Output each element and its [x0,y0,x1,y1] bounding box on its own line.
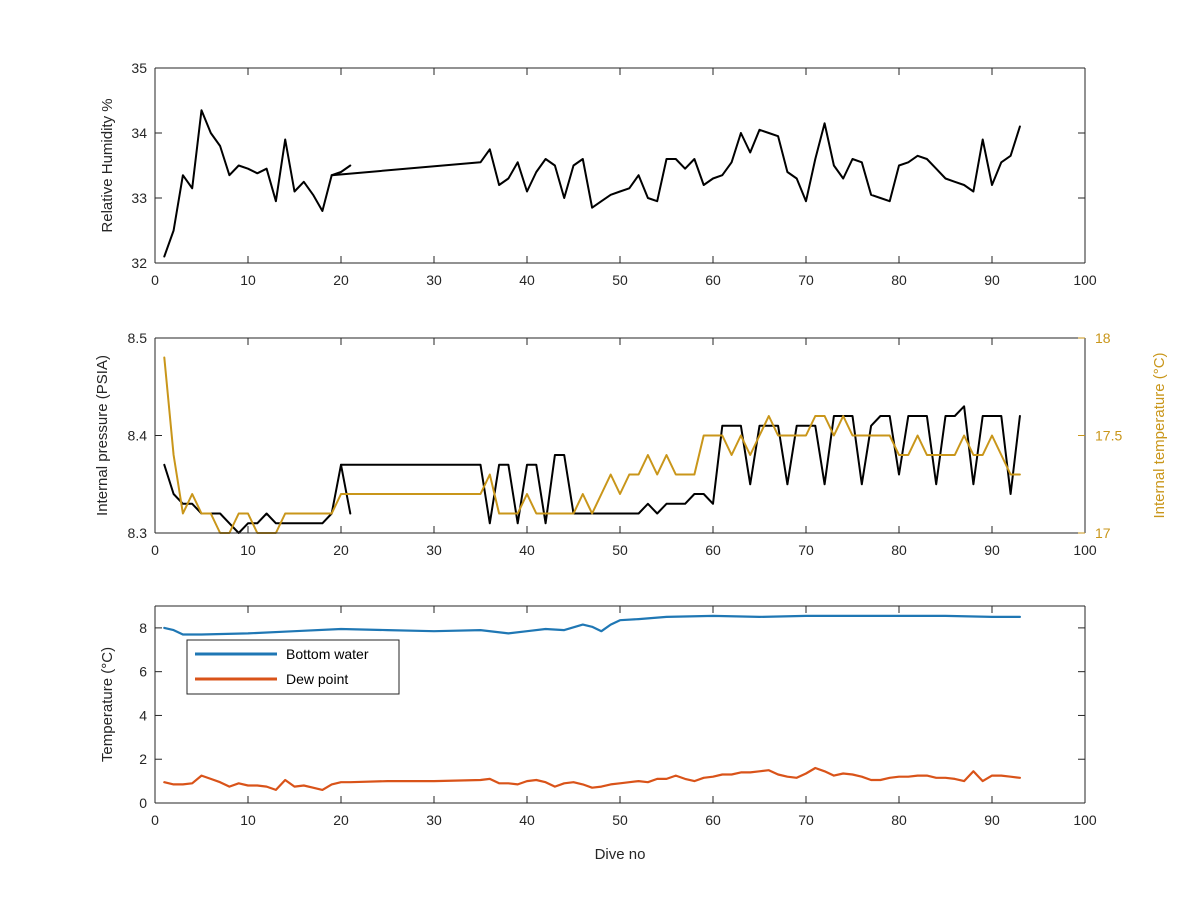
y2-tick-label: 17.5 [1095,428,1122,444]
x-tick-label: 20 [333,272,349,288]
x-tick-label: 80 [891,542,907,558]
x-tick-label: 10 [240,272,256,288]
series-line-segment [163,766,1021,791]
series-line-segment [340,405,1021,525]
y-tick-label: 4 [139,707,147,723]
x-tick-label: 90 [984,812,1000,828]
x-tick-label: 20 [333,542,349,558]
y-tick-label: 2 [139,751,147,767]
x-tick-label: 90 [984,542,1000,558]
y-tick-label: 6 [139,664,147,680]
x-tick-label: 10 [240,542,256,558]
humidity-panel: 0 10 20 30 40 50 60 70 80 90 100 32 33 34 35 Relative H… [99,60,1097,288]
series-0-series [163,405,1021,534]
series-1-series [163,356,1021,534]
y-tick-label: 35 [131,60,147,76]
x-tick-label: 90 [984,272,1000,288]
x-tick-label: 0 [151,272,159,288]
x-tick-label: 40 [519,812,535,828]
x-tick-label: 60 [705,272,721,288]
y-tick-label: 8 [139,620,147,636]
x-tick-label: 0 [151,542,159,558]
pressure-temperature-panel: 0 10 20 30 40 50 60 70 80 90 100 8.3 8.4 8.5 17 17.5 18 I… [94,330,1168,558]
legend-label: Bottom water [286,646,369,662]
y2-tick-label: 18 [1095,330,1111,346]
x-tick-label: 0 [151,812,159,828]
axes-box [154,337,1086,534]
y-axis-label: Relative Humidity % [99,98,116,232]
x-tick-label: 50 [612,542,628,558]
x-tick-label: 70 [798,542,814,558]
x-tick-label: 40 [519,542,535,558]
legend-box [186,639,400,695]
x-tick-label: 40 [519,272,535,288]
bottom-water-series [163,614,1021,636]
series-line-segment [163,356,1021,534]
x-tick-label: 30 [426,542,442,558]
x-tick-label: 60 [705,542,721,558]
legend-label: Dew point [286,671,348,687]
x-tick-label: 70 [798,272,814,288]
y-axis-label: Internal pressure (PSIA) [94,355,111,516]
y2-tick-label: 17 [1095,525,1111,541]
x-tick-label: 100 [1073,542,1097,558]
y2-axis-label: Internal temperature (°C) [1151,352,1168,518]
x-tick-label: 100 [1073,272,1097,288]
y-tick-label: 8.5 [128,330,148,346]
x-tick-label: 10 [240,812,256,828]
y-axis-label: Temperature (°C) [99,647,116,762]
x-tick-label: 70 [798,812,814,828]
x-tick-label: 30 [426,272,442,288]
y-tick-label: 0 [139,795,147,811]
series-line-segment [163,463,352,534]
series-line-segment [330,122,1021,209]
x-tick-label: 50 [612,812,628,828]
x-tick-label: 80 [891,812,907,828]
series-line-segment [163,109,352,258]
x-tick-label: 20 [333,812,349,828]
legend: Bottom water Dew point [186,639,400,695]
y-tick-label: 33 [131,190,147,206]
x-tick-label: 100 [1073,812,1097,828]
dew-point-series [163,766,1021,791]
axes-box [154,67,1086,264]
y-tick-label: 8.4 [128,428,148,444]
x-tick-label: 80 [891,272,907,288]
axes-box [154,605,1086,804]
temperature-panel: 0 10 20 30 40 50 60 70 80 90 100 0 2 4 6 8 Temperature (… [99,605,1097,863]
x-tick-label: 30 [426,812,442,828]
y-tick-label: 34 [131,125,147,141]
y-tick-label: 32 [131,255,147,271]
x-tick-label: 50 [612,272,628,288]
y-tick-label: 8.3 [128,525,148,541]
x-axis-label: Dive no [595,846,646,863]
series-line-segment [163,614,1021,636]
x-tick-label: 60 [705,812,721,828]
series-0-series [163,109,1021,258]
